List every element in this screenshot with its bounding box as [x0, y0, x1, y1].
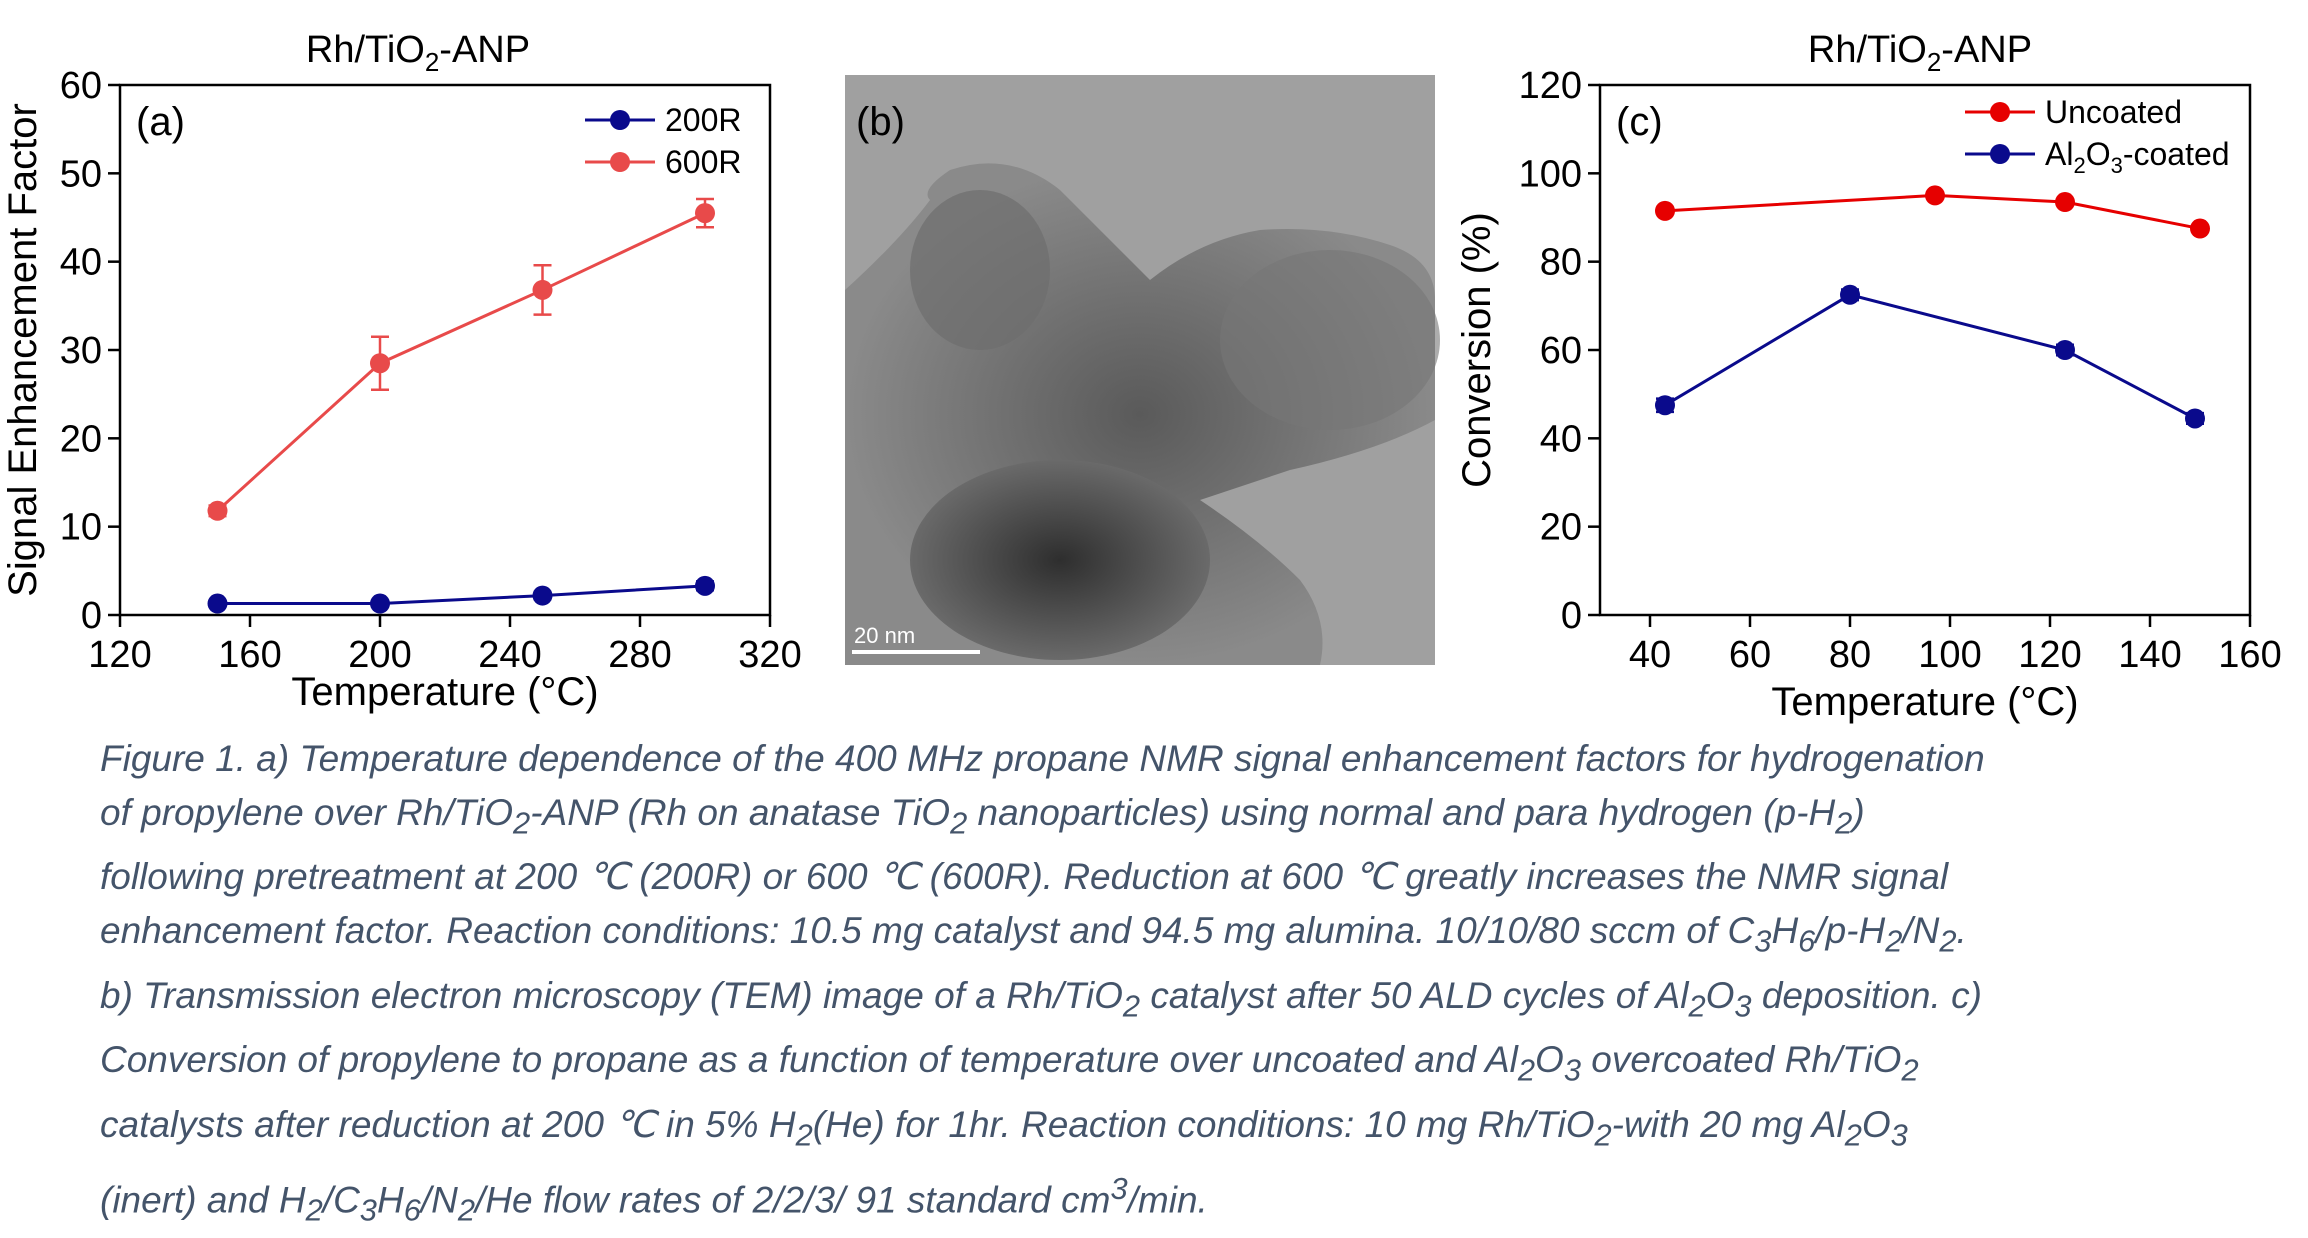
x-tick-label: 140	[2118, 634, 2181, 676]
panel-c-label: (c)	[1616, 100, 1663, 144]
data-point	[2055, 192, 2075, 213]
x-tick-label: 160	[2218, 634, 2281, 676]
data-point	[2055, 340, 2075, 360]
panel-b: (b) 20 nm	[845, 75, 1440, 666]
caption-line: of propylene over Rh/TiO2-ANP (Rh on ana…	[100, 792, 1865, 841]
caption-line: b) Transmission electron microscopy (TEM…	[100, 974, 1982, 1024]
x-tick-label: 100	[1918, 634, 1981, 676]
panel-a-ticks: 120 160 200 240 280 320 0 10 20 30 40 50 60	[60, 65, 802, 676]
panel-a: Rh/TiO2-ANP 120 160 200 240 280 320 0 10 20 30 40 5…	[1, 29, 802, 714]
x-tick-label: 40	[1629, 634, 1671, 676]
figure: Rh/TiO2-ANP 120 160 200 240 280 3200102030405…	[1, 29, 2282, 724]
y-tick-label: 30	[60, 330, 102, 372]
panel-a-label: (a)	[136, 100, 185, 144]
data-point	[2190, 218, 2210, 239]
series-line	[1664, 293, 2196, 420]
x-tick-label: 280	[608, 634, 671, 676]
data-point	[695, 575, 715, 596]
caption-line: following pretreatment at 200 ℃ (200R) o…	[100, 856, 1949, 898]
caption-line: Conversion of propylene to propane as a …	[100, 1039, 1919, 1088]
panel-c: Rh/TiO2-ANP 40 60 80 100 120 140 160 0 20 40 60 80 1…	[1455, 29, 2282, 724]
tem-dark-particle	[910, 460, 1210, 660]
y-tick-label: 20	[60, 418, 102, 460]
y-tick-label: 40	[1540, 418, 1582, 460]
x-tick-label: 120	[88, 634, 151, 676]
x-tick-label: 200	[348, 634, 411, 676]
y-tick-label: 80	[1540, 242, 1582, 284]
tem-particle-top	[910, 190, 1050, 350]
caption-line: catalysts after reduction at 200 ℃ in 5%…	[100, 1103, 1908, 1152]
y-tick-label: 10	[60, 507, 102, 549]
subscript: 3	[2111, 153, 2123, 178]
x-tick-label: 320	[738, 634, 801, 676]
panel-c-plot	[1655, 185, 2210, 429]
panel-c-xlabel: Temperature (°C)	[1771, 680, 2078, 724]
panel-a-ylabel: Signal Enhancement Factor	[1, 103, 45, 597]
caption-line: (inert) and H2/C3H6/N2/He flow rates of …	[100, 1170, 1208, 1228]
panel-a-plot	[207, 197, 715, 614]
y-tick-label: 60	[1540, 330, 1582, 372]
data-point	[532, 585, 553, 606]
panel-c-legend: Uncoated Al2O3-coated	[1965, 94, 2230, 178]
y-tick-label: 120	[1519, 65, 1582, 107]
data-point	[370, 593, 390, 614]
data-point	[1655, 395, 1675, 416]
data-point	[695, 203, 715, 224]
legend-marker	[1990, 102, 2010, 122]
figure-caption: Figure 1. a) Temperature dependence of t…	[100, 732, 2240, 1238]
y-tick-label: 60	[60, 65, 102, 107]
series-line	[216, 211, 706, 512]
series-line	[217, 584, 706, 606]
panel-c-ylabel: Conversion (%)	[1455, 212, 1499, 488]
data-point	[370, 353, 390, 374]
scale-bar-label: 20 nm	[854, 623, 915, 648]
legend-text: -coated	[2123, 136, 2230, 172]
y-tick-label: 0	[1561, 595, 1582, 637]
y-tick-label: 0	[81, 595, 102, 637]
panel-a-legend: 200R 600R	[585, 102, 742, 180]
subscript: 2	[2073, 153, 2085, 178]
data-point	[207, 500, 228, 521]
data-point	[1925, 185, 1945, 206]
legend-marker	[610, 110, 630, 130]
caption-line: Figure 1. a) Temperature dependence of t…	[100, 738, 1985, 779]
legend-label: 600R	[665, 144, 742, 180]
x-tick-label: 240	[478, 634, 541, 676]
legend-marker	[1990, 144, 2010, 164]
data-point	[1655, 200, 1675, 221]
y-tick-label: 20	[1540, 507, 1582, 549]
x-tick-label: 80	[1829, 634, 1871, 676]
data-point	[532, 279, 553, 300]
legend-label: 200R	[665, 102, 742, 138]
legend-marker	[610, 152, 630, 172]
panel-a-xlabel: Temperature (°C)	[291, 670, 598, 714]
legend-label: Uncoated	[2045, 94, 2182, 130]
panel-b-label: (b)	[856, 100, 905, 144]
data-point	[207, 593, 228, 614]
tem-particle-right	[1220, 250, 1440, 430]
panel-a-title: Rh/TiO2-ANP	[306, 29, 530, 77]
caption-line: enhancement factor. Reaction conditions:…	[100, 910, 1967, 959]
y-tick-label: 50	[60, 153, 102, 195]
x-tick-label: 160	[218, 634, 281, 676]
y-tick-label: 100	[1519, 153, 1582, 195]
x-tick-label: 120	[2018, 634, 2081, 676]
data-point	[1840, 284, 1860, 305]
legend-text: O	[2086, 136, 2111, 172]
panel-c-ticks: 40 60 80 100 120 140 160 0 20 40 60 80 100 120	[1519, 65, 2282, 676]
y-tick-label: 40	[60, 242, 102, 284]
x-tick-label: 60	[1729, 634, 1771, 676]
series-line	[1664, 193, 2201, 231]
panel-c-title: Rh/TiO2-ANP	[1808, 29, 2032, 77]
legend-label: Al2O3-coated	[2045, 136, 2230, 178]
data-point	[2185, 408, 2205, 429]
